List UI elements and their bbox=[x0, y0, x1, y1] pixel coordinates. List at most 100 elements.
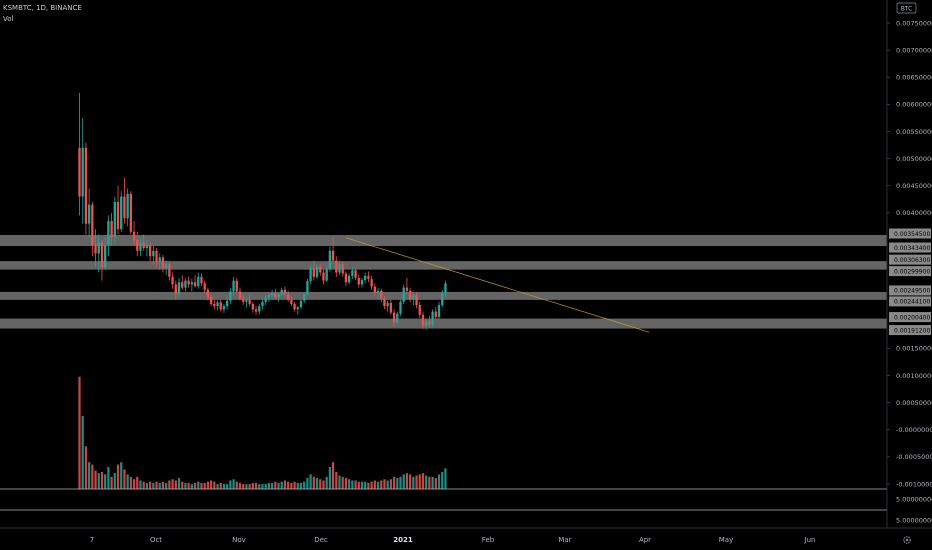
candle bbox=[389, 299, 393, 315]
level-badge-frame bbox=[889, 325, 931, 336]
candle-body bbox=[129, 193, 133, 232]
pane-scale-label: 5.00000000 bbox=[896, 516, 932, 524]
zone-band[interactable] bbox=[0, 261, 887, 270]
candle bbox=[145, 239, 149, 257]
candle-body bbox=[235, 280, 238, 292]
candle bbox=[258, 303, 261, 315]
candle-body bbox=[357, 277, 360, 285]
candle bbox=[91, 201, 94, 257]
zone-band[interactable] bbox=[0, 291, 887, 300]
candle bbox=[325, 267, 328, 283]
zone-band[interactable] bbox=[0, 235, 887, 247]
volume-bar bbox=[312, 476, 315, 489]
volume-bar bbox=[190, 484, 193, 489]
candle-body bbox=[380, 290, 383, 299]
volume-bar bbox=[415, 475, 418, 489]
level-badge[interactable]: 0.00200400 bbox=[889, 312, 931, 323]
trendline[interactable] bbox=[345, 237, 650, 333]
level-badge[interactable]: 0.00306300 bbox=[889, 254, 931, 265]
level-badge[interactable]: 0.00244100 bbox=[889, 296, 931, 307]
currency-badge-label: BTC bbox=[901, 6, 913, 13]
candle bbox=[161, 255, 165, 273]
volume-bar bbox=[222, 484, 226, 489]
volume-bar bbox=[437, 474, 441, 489]
candle-body bbox=[232, 280, 235, 292]
candle bbox=[425, 318, 428, 330]
candle-body bbox=[389, 302, 393, 313]
volume-bar bbox=[100, 471, 104, 489]
time-tick-label: Mar bbox=[558, 536, 571, 544]
level-badge[interactable]: 0.00354500 bbox=[889, 228, 931, 239]
volume-bar bbox=[158, 482, 161, 489]
volume-bar bbox=[142, 481, 145, 489]
candle-body bbox=[123, 196, 126, 219]
volume-bar bbox=[348, 479, 351, 489]
volume-bar bbox=[254, 482, 258, 489]
volume-bar bbox=[187, 482, 190, 489]
trendline-layer[interactable] bbox=[345, 237, 650, 333]
support-resistance-zones bbox=[0, 235, 887, 329]
volume-bar bbox=[129, 476, 132, 489]
candle bbox=[261, 299, 264, 310]
candle bbox=[174, 280, 177, 300]
candle-body bbox=[283, 289, 287, 295]
candle bbox=[412, 293, 415, 306]
volume-bar bbox=[88, 462, 91, 489]
gear-icon-hub bbox=[905, 538, 909, 542]
time-axis[interactable]: 7 Oct Nov Dec 2021 Feb Mar Apr May Jun bbox=[0, 527, 932, 544]
candle bbox=[235, 277, 238, 295]
candle-body bbox=[328, 250, 332, 270]
candle-body bbox=[226, 300, 229, 307]
level-badge-frame bbox=[889, 285, 931, 296]
price-axis[interactable]: BTC 0.00750000 0.00700000 0.00650000 0.0060… bbox=[886, 0, 932, 550]
candle bbox=[437, 301, 441, 320]
volume-bar bbox=[405, 473, 409, 489]
level-badge[interactable]: 0.00343400 bbox=[889, 242, 931, 253]
candle bbox=[206, 287, 210, 301]
candle bbox=[280, 287, 283, 297]
candle bbox=[299, 299, 303, 310]
volume-bar bbox=[123, 469, 126, 489]
candle-body bbox=[181, 282, 184, 288]
candle-body bbox=[158, 257, 161, 262]
time-tick-label: Dec bbox=[314, 536, 328, 544]
zone-band[interactable] bbox=[0, 318, 887, 329]
candle bbox=[347, 273, 351, 285]
candle bbox=[226, 298, 229, 310]
level-badge[interactable]: 0.00299900 bbox=[889, 266, 931, 277]
volume-bar bbox=[383, 479, 386, 489]
currency-badge[interactable]: BTC bbox=[896, 2, 917, 14]
volume-bar bbox=[245, 484, 248, 489]
candle bbox=[303, 293, 306, 303]
volume-bar bbox=[110, 476, 113, 489]
pane-scale-label: 5.00000000 bbox=[896, 495, 932, 503]
candle-body bbox=[84, 147, 88, 224]
candle bbox=[428, 315, 431, 328]
level-badge[interactable]: 0.00249500 bbox=[889, 285, 931, 296]
price-tick-label: -0.00100000 bbox=[896, 480, 932, 488]
volume-bar bbox=[441, 471, 444, 489]
volume-bar bbox=[412, 476, 415, 489]
settings-gear-icon[interactable] bbox=[903, 536, 911, 544]
candle bbox=[152, 245, 155, 265]
volume-bar bbox=[229, 480, 232, 489]
candle bbox=[168, 261, 171, 281]
candle bbox=[81, 117, 84, 224]
candle-body bbox=[312, 268, 315, 277]
candle-body bbox=[110, 220, 113, 238]
candle-body bbox=[254, 309, 258, 312]
price-tick-label: 0.00750000 bbox=[896, 19, 932, 27]
candle bbox=[139, 237, 142, 257]
level-badge[interactable]: 0.00191200 bbox=[889, 325, 931, 336]
candle-body bbox=[383, 298, 386, 307]
level-badge-label: 0.00343400 bbox=[894, 245, 930, 252]
candle-body bbox=[412, 295, 415, 300]
volume-bar bbox=[200, 482, 203, 489]
candle-body bbox=[120, 196, 123, 230]
volume-label[interactable]: Vol bbox=[3, 15, 14, 23]
volume-bar bbox=[367, 482, 370, 489]
volume-bar bbox=[94, 470, 97, 489]
volume-bar bbox=[145, 482, 149, 489]
volume-bar bbox=[136, 476, 139, 489]
